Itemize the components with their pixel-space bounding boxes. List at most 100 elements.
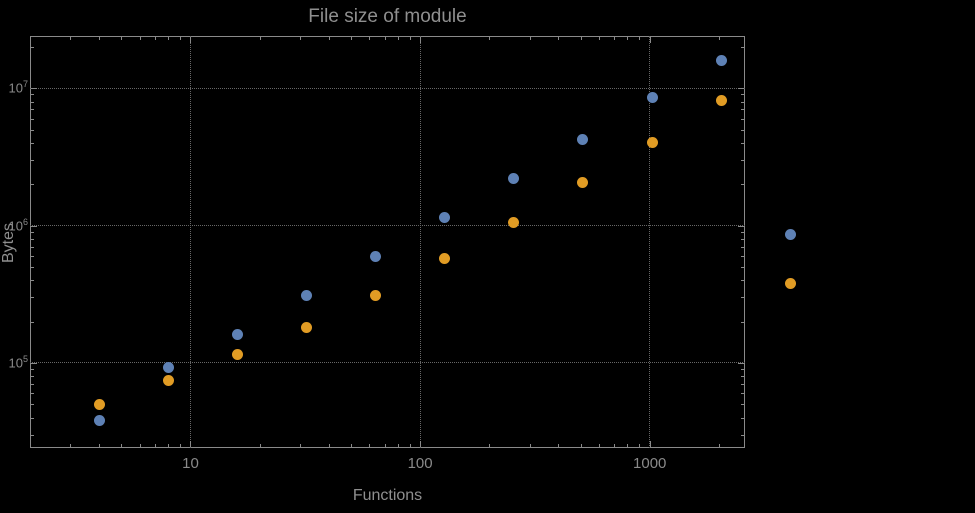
x-tick bbox=[300, 37, 302, 40]
blue-series-point bbox=[715, 54, 727, 66]
y-tick bbox=[31, 88, 37, 90]
y-tick bbox=[741, 256, 744, 258]
y-gridline bbox=[30, 225, 745, 227]
x-tick bbox=[121, 37, 123, 40]
x-tick bbox=[384, 37, 386, 40]
x-tick bbox=[350, 444, 352, 447]
x-tick bbox=[409, 444, 411, 447]
y-tick bbox=[31, 129, 34, 131]
x-tick bbox=[369, 444, 371, 447]
x-tick bbox=[99, 444, 101, 447]
x-tick bbox=[328, 37, 330, 40]
x-tick bbox=[718, 444, 720, 447]
x-tick bbox=[139, 37, 141, 40]
y-tick bbox=[31, 280, 34, 282]
x-tick bbox=[639, 37, 641, 40]
x-tick bbox=[99, 37, 101, 40]
orange-series-point bbox=[646, 137, 658, 149]
blue-series-point bbox=[162, 362, 174, 374]
y-tick bbox=[31, 160, 34, 162]
blue-series-point bbox=[646, 92, 658, 104]
x-tick bbox=[179, 37, 181, 40]
y-tick bbox=[741, 231, 744, 233]
x-tick bbox=[154, 37, 156, 40]
x-tick bbox=[190, 37, 192, 43]
blue-series-point bbox=[508, 173, 520, 185]
x-tick bbox=[70, 444, 72, 447]
x-tick bbox=[397, 37, 399, 40]
x-tick bbox=[580, 444, 582, 447]
y-tick bbox=[31, 238, 34, 240]
x-tick bbox=[168, 37, 170, 40]
y-tick bbox=[741, 393, 744, 395]
x-tick bbox=[139, 444, 141, 447]
plot-frame bbox=[30, 36, 745, 448]
y-tick bbox=[31, 101, 34, 103]
x-tick bbox=[627, 37, 629, 40]
y-gridline bbox=[30, 87, 745, 89]
x-tick bbox=[420, 37, 422, 43]
y-tick bbox=[741, 384, 744, 386]
x-tick bbox=[649, 441, 651, 447]
y-tick bbox=[741, 280, 744, 282]
x-tick bbox=[190, 441, 192, 447]
blue-series-point bbox=[370, 250, 382, 262]
y-tick bbox=[31, 297, 34, 299]
x-tick bbox=[558, 444, 560, 447]
x-tick bbox=[598, 444, 600, 447]
x-tick bbox=[627, 444, 629, 447]
x-tick bbox=[639, 444, 641, 447]
y-tick bbox=[31, 266, 34, 268]
x-tick-label: 1000 bbox=[633, 455, 667, 472]
x-tick bbox=[718, 37, 720, 40]
x-tick bbox=[168, 444, 170, 447]
orange-series-point bbox=[162, 374, 174, 386]
y-tick bbox=[31, 376, 34, 378]
x-tick bbox=[300, 444, 302, 447]
x-tick bbox=[420, 441, 422, 447]
x-tick bbox=[121, 444, 123, 447]
y-tick bbox=[738, 88, 744, 90]
y-tick bbox=[741, 160, 744, 162]
y-tick bbox=[31, 109, 34, 111]
y-tick-label: 105 bbox=[8, 353, 28, 371]
y-tick bbox=[738, 362, 744, 364]
x-tick-label: 100 bbox=[407, 455, 433, 472]
y-tick bbox=[741, 404, 744, 406]
y-tick bbox=[741, 238, 744, 240]
x-axis-label: Functions bbox=[352, 487, 423, 504]
y-tick bbox=[741, 94, 744, 96]
y-tick bbox=[31, 434, 34, 436]
blue-series-point bbox=[300, 289, 312, 301]
y-tick bbox=[31, 225, 37, 227]
y-tick bbox=[31, 94, 34, 96]
orange-series-point bbox=[231, 349, 243, 361]
y-tick bbox=[31, 142, 34, 144]
orange-series-point bbox=[784, 277, 796, 289]
orange-series-point bbox=[439, 252, 451, 264]
x-tick bbox=[614, 444, 616, 447]
y-tick bbox=[741, 109, 744, 111]
y-tick bbox=[31, 118, 34, 120]
y-tick bbox=[741, 369, 744, 371]
x-tick bbox=[489, 444, 491, 447]
x-tick bbox=[489, 37, 491, 40]
x-tick bbox=[409, 37, 411, 40]
chart-title: File size of module bbox=[308, 6, 467, 27]
y-tick bbox=[31, 184, 34, 186]
y-tick bbox=[31, 321, 34, 323]
y-tick bbox=[741, 101, 744, 103]
y-tick bbox=[31, 393, 34, 395]
x-tick bbox=[259, 37, 261, 40]
y-tick bbox=[741, 417, 744, 419]
blue-series-point bbox=[231, 329, 243, 341]
x-tick bbox=[179, 444, 181, 447]
blue-series-point bbox=[577, 134, 589, 146]
x-tick bbox=[369, 37, 371, 40]
orange-series-point bbox=[508, 217, 520, 229]
y-tick-label: 106 bbox=[8, 216, 28, 233]
y-tick bbox=[31, 384, 34, 386]
x-tick bbox=[529, 37, 531, 40]
y-tick bbox=[741, 246, 744, 248]
